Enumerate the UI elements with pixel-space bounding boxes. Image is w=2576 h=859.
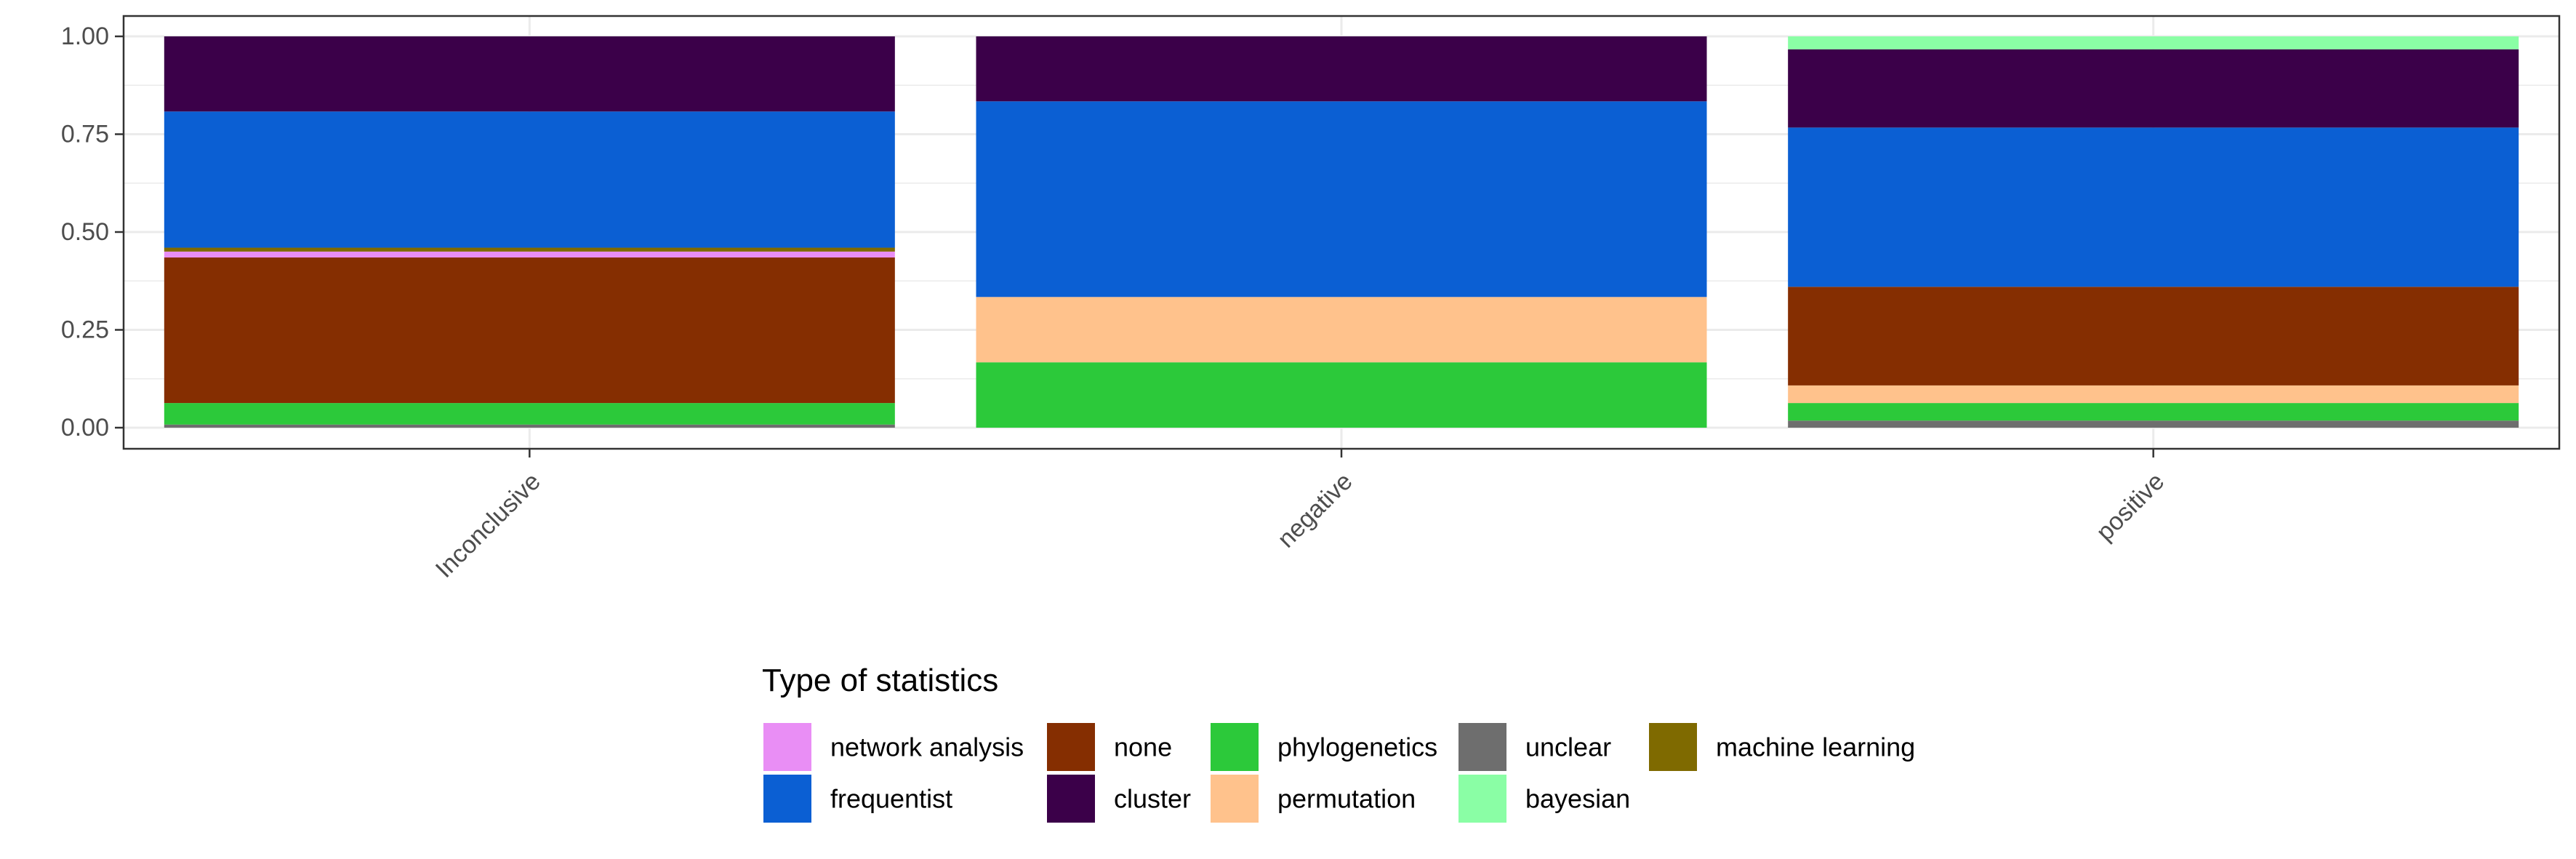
legend-item-bayesian: bayesian: [1458, 775, 1630, 823]
bar-segment-permutation-positive: [1788, 385, 2519, 404]
bar-segment-frequentist-inconclusive: [164, 111, 895, 248]
legend-label: cluster: [1114, 784, 1191, 814]
legend-swatch: [763, 723, 811, 771]
legend-swatch: [1211, 723, 1259, 771]
bar-segment-network-analysis-inconclusive: [164, 251, 895, 257]
bar-segment-phylogenetics-negative: [976, 362, 1707, 428]
legend-swatch: [1211, 775, 1259, 823]
legend-item-cluster: cluster: [1047, 775, 1191, 823]
legend-item-none: none: [1047, 723, 1172, 771]
bar-segment-cluster-inconclusive: [164, 36, 895, 112]
legend-label: machine learning: [1716, 732, 1915, 762]
legend-label: bayesian: [1525, 784, 1630, 814]
legend-label: permutation: [1277, 784, 1416, 814]
legend-swatch: [1047, 775, 1095, 823]
bar-stack-negative: [976, 36, 1707, 428]
legend-label: phylogenetics: [1277, 732, 1437, 762]
bar-segment-none-inconclusive: [164, 257, 895, 404]
legend-label: unclear: [1525, 732, 1611, 762]
bar-segment-cluster-positive: [1788, 49, 2519, 128]
legend-swatch: [1047, 723, 1095, 771]
y-tick-label: 1.00: [61, 23, 109, 50]
legend-item-permutation: permutation: [1211, 775, 1416, 823]
legend-title: Type of statistics: [762, 663, 998, 698]
legend-label: frequentist: [830, 784, 952, 814]
legend-item-network-analysis: network analysis: [763, 723, 1024, 771]
plot-panel: [122, 15, 2561, 450]
bar-segment-bayesian-positive: [1788, 36, 2519, 49]
y-axis: 0.00 0.25 0.50 0.75 1.00: [61, 23, 124, 442]
legend-item-phylogenetics: phylogenetics: [1211, 723, 1437, 771]
legend: Type of statistics network analysis none ph…: [762, 663, 1915, 823]
bar-segment-none-positive: [1788, 287, 2519, 385]
bar-stack-positive: [1788, 36, 2519, 428]
legend-swatch: [1458, 775, 1506, 823]
bar-segment-cluster-negative: [976, 36, 1707, 102]
bar-segment-phylogenetics-positive: [1788, 403, 2519, 421]
legend-label: none: [1114, 732, 1172, 762]
bars: [164, 36, 2519, 428]
legend-item-frequentist: frequentist: [763, 775, 952, 823]
y-tick-label: 0.25: [61, 316, 109, 344]
bar-segment-unclear-positive: [1788, 420, 2519, 428]
legend-item-unclear: unclear: [1458, 723, 1611, 771]
bar-stack-inconclusive: [164, 36, 895, 428]
y-tick-label: 0.75: [61, 121, 109, 148]
legend-swatch: [1458, 723, 1506, 771]
bar-segment-phylogenetics-inconclusive: [164, 403, 895, 425]
bar-segment-machine-learning-inconclusive: [164, 247, 895, 252]
bar-segment-frequentist-negative: [976, 101, 1707, 297]
legend-item-machine-learning: machine learning: [1649, 723, 1915, 771]
legend-swatch: [1649, 723, 1697, 771]
y-tick-label: 0.50: [61, 218, 109, 246]
bar-segment-frequentist-positive: [1788, 127, 2519, 287]
legend-label: network analysis: [830, 732, 1024, 762]
bar-segment-unclear-inconclusive: [164, 424, 895, 428]
y-tick-label: 0.00: [61, 414, 109, 442]
legend-swatch: [763, 775, 811, 823]
bar-segment-permutation-negative: [976, 297, 1707, 363]
